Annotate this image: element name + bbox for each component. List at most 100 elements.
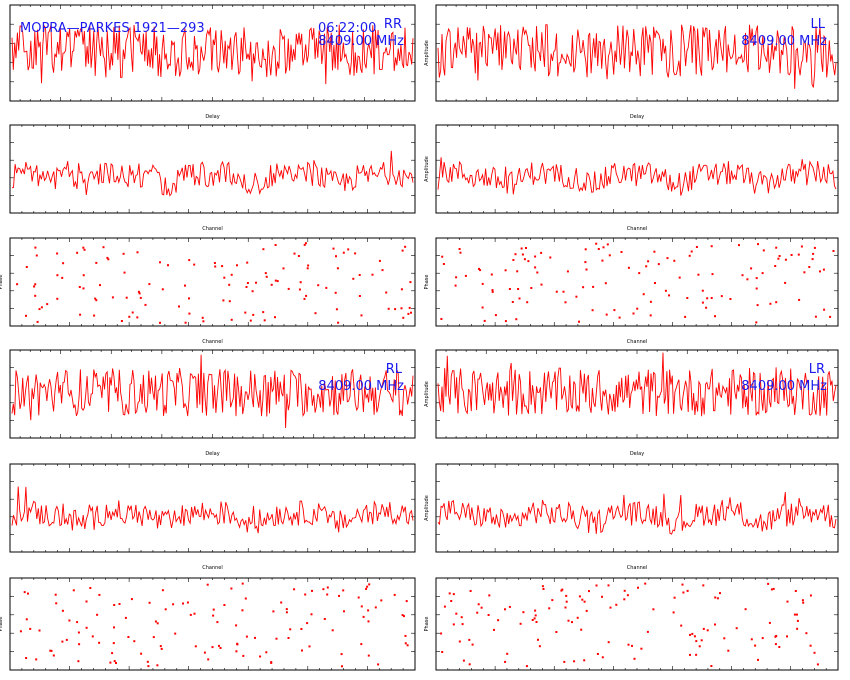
phase-point — [98, 641, 101, 644]
phase-point — [536, 271, 539, 274]
phase-point — [82, 246, 85, 249]
phase-point — [469, 590, 472, 592]
phase-point — [541, 585, 544, 588]
phase-point — [409, 281, 412, 284]
phase-point — [582, 286, 585, 289]
phase-point — [338, 594, 340, 597]
phase-point — [188, 312, 191, 315]
phase-point — [775, 301, 778, 304]
phase-point — [184, 321, 187, 324]
phase-point — [620, 251, 623, 253]
phase-point — [235, 650, 238, 653]
phase-point — [262, 311, 265, 314]
phase-point — [534, 255, 537, 258]
phase-point — [686, 589, 689, 592]
phase-point — [276, 280, 279, 283]
phase-point — [443, 605, 446, 608]
phase-point — [666, 257, 669, 260]
phase-point — [33, 285, 36, 288]
phase-point — [366, 585, 369, 588]
phase-point — [644, 582, 647, 585]
phase-point — [497, 619, 500, 622]
phase-point — [54, 593, 57, 596]
phase-point — [184, 284, 186, 287]
phase-point — [303, 243, 306, 246]
phase-point — [213, 262, 216, 264]
phase-point — [262, 248, 265, 251]
phase-point — [563, 660, 566, 663]
phase-point — [306, 267, 309, 270]
phase-point — [280, 601, 283, 604]
phase-point — [609, 606, 612, 609]
phase-point — [595, 584, 598, 587]
phase-point — [377, 663, 380, 666]
phase-point — [668, 294, 670, 297]
panel-6: Channel Phase — [424, 237, 839, 345]
phase-point — [404, 245, 407, 248]
phase-point — [387, 307, 390, 310]
phase-point — [595, 242, 598, 245]
phase-point — [188, 259, 191, 262]
phase-point — [138, 292, 141, 295]
phase-point — [615, 603, 618, 606]
phase-point — [381, 269, 384, 272]
phase-point — [809, 644, 812, 647]
phase-point — [440, 632, 443, 635]
phase-point — [601, 259, 604, 262]
phase-point — [228, 300, 231, 303]
phase-point — [583, 600, 586, 603]
phase-point — [527, 260, 530, 263]
phase-point — [520, 247, 523, 250]
phase-point — [775, 246, 778, 249]
phase-point — [812, 252, 815, 255]
data-trace — [437, 491, 837, 535]
phase-point — [802, 601, 805, 604]
phase-point — [61, 609, 64, 612]
phase-point — [341, 665, 343, 668]
phase-point — [504, 269, 507, 272]
phase-point — [287, 637, 290, 639]
phase-point — [519, 622, 522, 625]
phase-point — [647, 260, 650, 263]
phase-point — [56, 274, 59, 277]
phase-point — [77, 660, 80, 663]
phase-point — [78, 643, 81, 646]
time-label: 06:22:00 — [318, 21, 376, 36]
phase-point — [326, 593, 329, 596]
phase-point — [102, 246, 105, 249]
phase-point — [508, 288, 511, 290]
phase-point — [85, 600, 88, 603]
phase-point — [125, 296, 128, 299]
phase-point — [506, 652, 509, 655]
phase-point — [188, 297, 190, 300]
phase-point — [808, 266, 811, 268]
phase-point — [455, 612, 458, 615]
phase-point — [270, 661, 273, 664]
phase-point — [698, 645, 701, 648]
phase-point — [538, 645, 541, 648]
phase-point — [516, 270, 519, 273]
phase-point — [241, 582, 244, 585]
phase-point — [407, 312, 410, 315]
phase-point — [403, 615, 405, 618]
phase-point — [374, 606, 377, 609]
phase-point — [160, 647, 163, 650]
phase-point — [35, 254, 38, 257]
phase-point — [159, 645, 162, 648]
phase-point — [723, 637, 726, 640]
panel-frame — [9, 463, 416, 553]
phase-point — [478, 267, 480, 270]
phase-point — [61, 640, 64, 643]
phase-point — [115, 662, 117, 664]
phase-point — [178, 305, 180, 308]
phase-point — [583, 659, 586, 662]
phase-point — [367, 654, 370, 657]
phase-point — [566, 270, 569, 273]
phase-point — [711, 273, 714, 276]
phase-point — [61, 276, 64, 279]
phase-point — [813, 651, 816, 654]
phase-point — [464, 274, 467, 277]
phase-point — [161, 589, 164, 592]
phase-point — [580, 628, 583, 631]
phase-point — [784, 258, 787, 261]
